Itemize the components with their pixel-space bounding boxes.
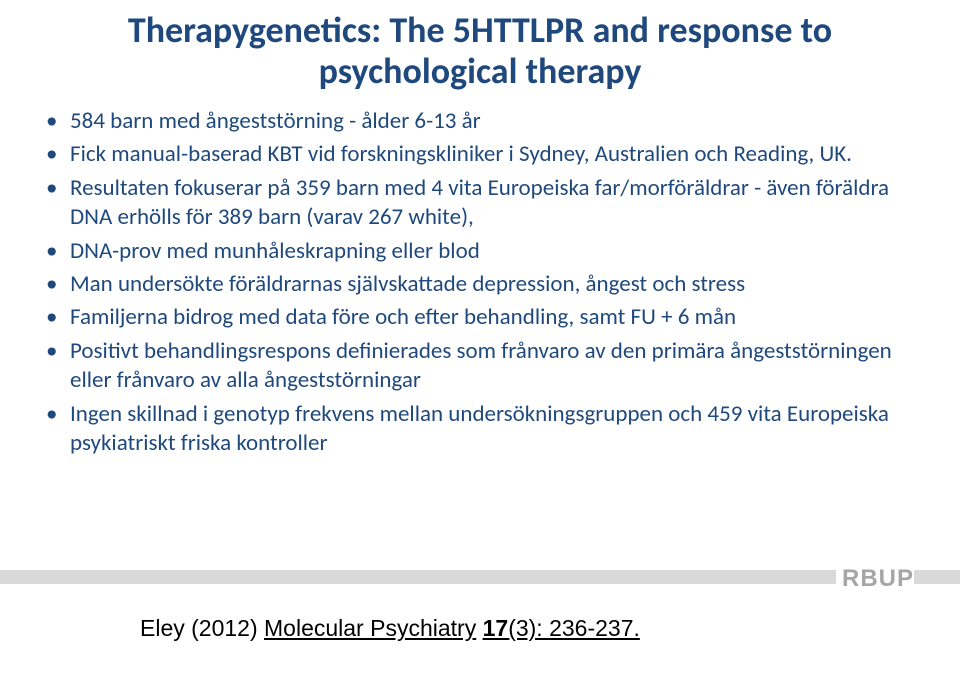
citation-journal: Molecular Psychiatry	[264, 615, 476, 641]
list-item: Ingen skillnad i genotyp frekvens mellan…	[70, 400, 914, 459]
bullet-list: 584 barn med ångeststörning - ålder 6-13…	[0, 107, 960, 459]
slide: Therapygenetics: The 5HTTLPR and respons…	[0, 0, 960, 674]
citation: Eley (2012) Molecular Psychiatry 17(3): …	[140, 615, 640, 642]
list-item: DNA-prov med munhåleskrapning eller blod	[70, 237, 914, 266]
list-item: Man undersökte föräldrarnas självskattad…	[70, 270, 914, 299]
slide-title: Therapygenetics: The 5HTTLPR and respons…	[0, 0, 960, 107]
title-line-1: Therapygenetics: The 5HTTLPR and respons…	[128, 8, 832, 52]
list-item: Familjerna bidrog med data före och efte…	[70, 303, 914, 332]
footer-bar	[0, 570, 960, 584]
list-item: 584 barn med ångeststörning - ålder 6-13…	[70, 107, 914, 136]
title-line-2: psychological therapy	[40, 51, 920, 92]
citation-volume: 17	[483, 615, 509, 641]
citation-issue-pages: (3): 236-237.	[508, 615, 640, 641]
footer-logo: RBUP	[836, 566, 914, 592]
footer-band: RBUP	[0, 566, 960, 592]
list-item: Positivt behandlingsrespons definierades…	[70, 337, 914, 396]
list-item: Fick manual-baserad KBT vid forskningskl…	[70, 140, 914, 169]
list-item: Resultaten fokuserar på 359 barn med 4 v…	[70, 174, 914, 233]
citation-author-year: Eley (2012)	[140, 615, 264, 641]
